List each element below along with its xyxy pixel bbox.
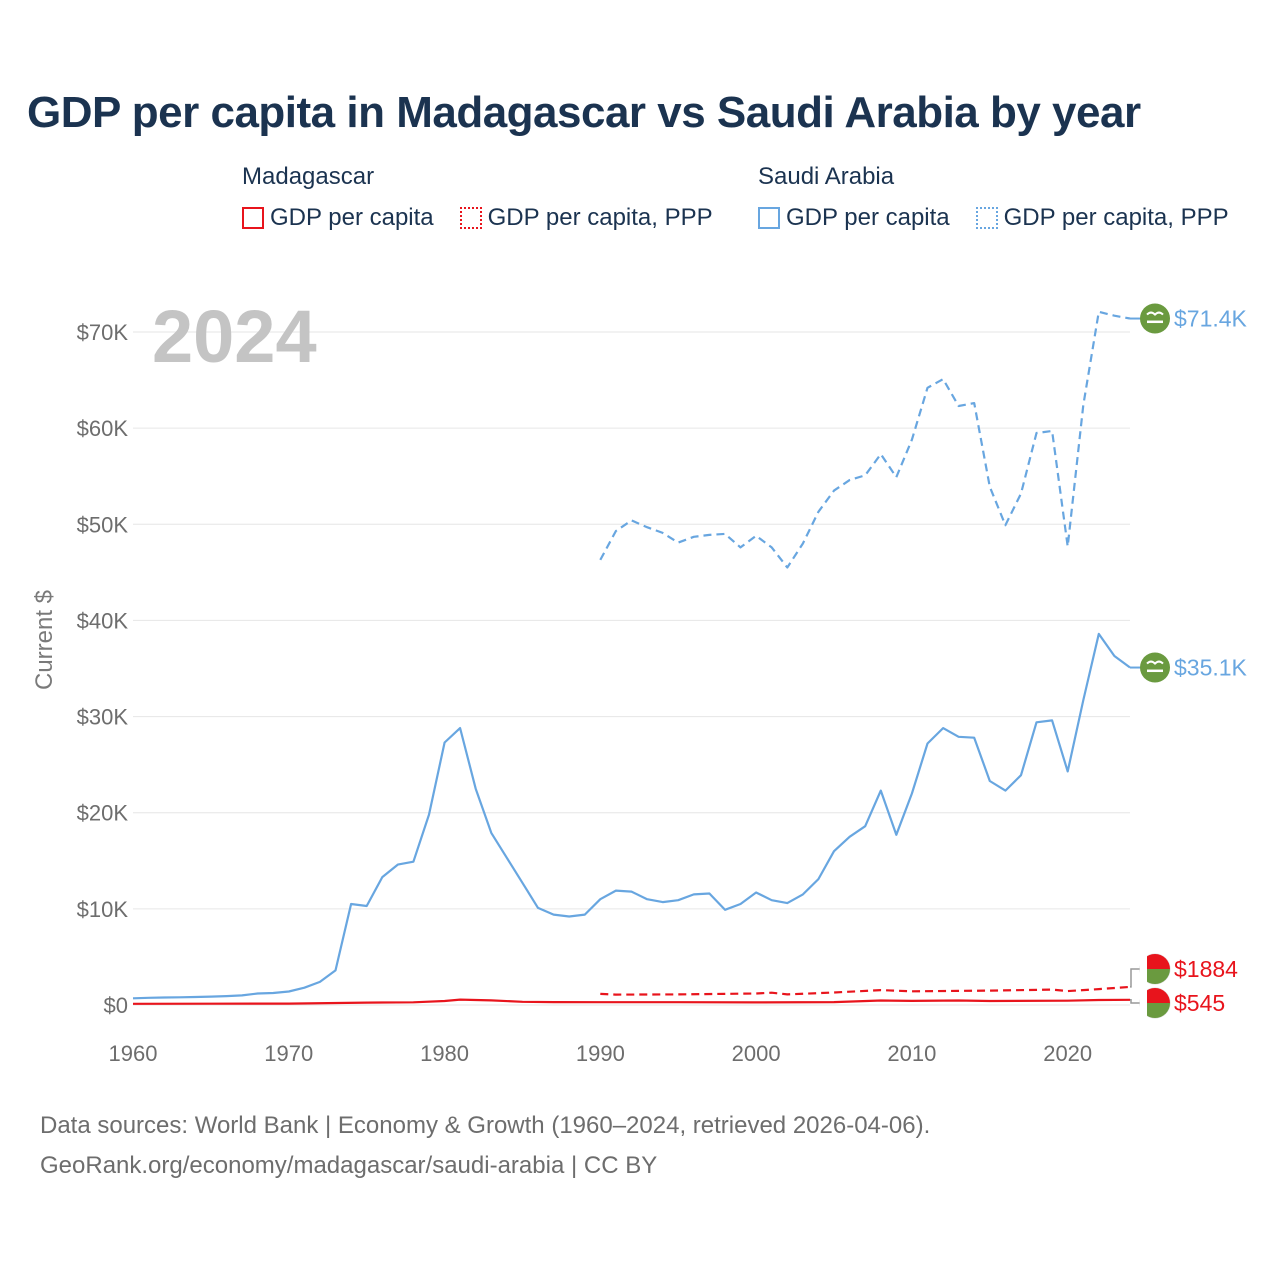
- legend-madagascar-title: Madagascar: [242, 163, 375, 190]
- y-tick-label: $0: [104, 993, 128, 1018]
- saudi-ppp-marker-flag-script: [1146, 311, 1164, 316]
- y-tick-label: $40K: [77, 608, 129, 633]
- saudi-ppp-marker-flag-sword: [1147, 320, 1163, 324]
- y-tick-label: $70K: [77, 320, 129, 345]
- legend-item-saudi-gdp[interactable]: GDP per capita: [758, 204, 950, 232]
- x-tick-label: 2000: [732, 1041, 781, 1066]
- series-line-2: [132, 998, 1131, 1005]
- madagascar-gdp-marker-flag-red-top: [1155, 988, 1170, 1003]
- saudi-ppp-marker-label: $71.4K: [1174, 306, 1248, 332]
- madagascar-ppp-marker-flag-red-top: [1155, 954, 1170, 969]
- saudi-gdp-marker-flag-icon: [1140, 652, 1170, 683]
- y-tick-label: $60K: [77, 416, 129, 441]
- legend-item-saudi-ppp[interactable]: GDP per capita, PPP: [975, 204, 1229, 232]
- year-watermark: 2024: [152, 295, 317, 378]
- series-line-0: [132, 632, 1131, 1000]
- madagascar-ppp-marker-label: $1884: [1174, 956, 1238, 982]
- y-tick-label: $10K: [77, 897, 129, 922]
- legend-item-madagascar-gdp[interactable]: GDP per capita: [242, 204, 434, 232]
- legend-item-madagascar-ppp[interactable]: GDP per capita, PPP: [459, 204, 713, 232]
- legend-label: GDP per capita, PPP: [487, 204, 713, 231]
- madagascar-ppp-marker-flag-green: [1140, 969, 1170, 984]
- legend-swatch-dotted-red: [459, 207, 482, 229]
- madagascar-gdp-marker-label: $545: [1174, 990, 1225, 1016]
- madagascar-ppp-marker-flag-white: [1140, 954, 1147, 984]
- legend-madagascar: Madagascar GDP per capita GDP per capita…: [242, 160, 713, 232]
- chart-title: GDP per capita in Madagascar vs Saudi Ar…: [27, 88, 1141, 137]
- x-tick-label: 2010: [887, 1041, 936, 1066]
- saudi-ppp-marker-flag-icon: [1140, 303, 1170, 334]
- saudi-gdp-marker-label: $35.1K: [1174, 655, 1248, 681]
- y-tick-label: $20K: [77, 801, 129, 826]
- series-line-3: [600, 985, 1131, 996]
- x-tick-label: 1960: [109, 1041, 158, 1066]
- x-tick-label: 1970: [264, 1041, 313, 1066]
- legend-saudi-title: Saudi Arabia: [758, 163, 895, 190]
- series-line-1: [599, 310, 1131, 569]
- x-tick-label: 1980: [420, 1041, 469, 1066]
- legend-swatch-solid-blue: [758, 207, 780, 229]
- footer-link[interactable]: GeoRank.org/economy/madagascar/saudi-ara…: [40, 1152, 658, 1179]
- y-axis-label: Current $: [31, 590, 58, 690]
- y-tick-label: $30K: [77, 705, 129, 730]
- madagascar-ppp-marker-connector: [1130, 968, 1140, 988]
- footer-sources: Data sources: World Bank | Economy & Gro…: [40, 1112, 931, 1139]
- madagascar-gdp-marker-connector: [1130, 999, 1140, 1004]
- madagascar-gdp-marker-flag-white: [1140, 988, 1147, 1018]
- legend-saudi: Saudi Arabia GDP per capita GDP per capi…: [758, 160, 1229, 232]
- saudi-gdp-marker-flag-sword: [1147, 669, 1163, 673]
- x-tick-label: 2020: [1043, 1041, 1092, 1066]
- legend-label: GDP per capita, PPP: [1003, 204, 1229, 231]
- madagascar-gdp-marker-flag-green: [1140, 1003, 1170, 1018]
- y-tick-label: $50K: [77, 512, 129, 537]
- legend-swatch-solid-red: [242, 207, 264, 229]
- legend-swatch-dotted-blue: [975, 207, 998, 229]
- x-tick-label: 1990: [576, 1041, 625, 1066]
- legend-label: GDP per capita: [270, 204, 434, 231]
- footer: Data sources: World Bank | Economy & Gro…: [40, 1106, 930, 1186]
- legend-label: GDP per capita: [786, 204, 950, 231]
- saudi-gdp-marker-flag-script: [1146, 660, 1164, 665]
